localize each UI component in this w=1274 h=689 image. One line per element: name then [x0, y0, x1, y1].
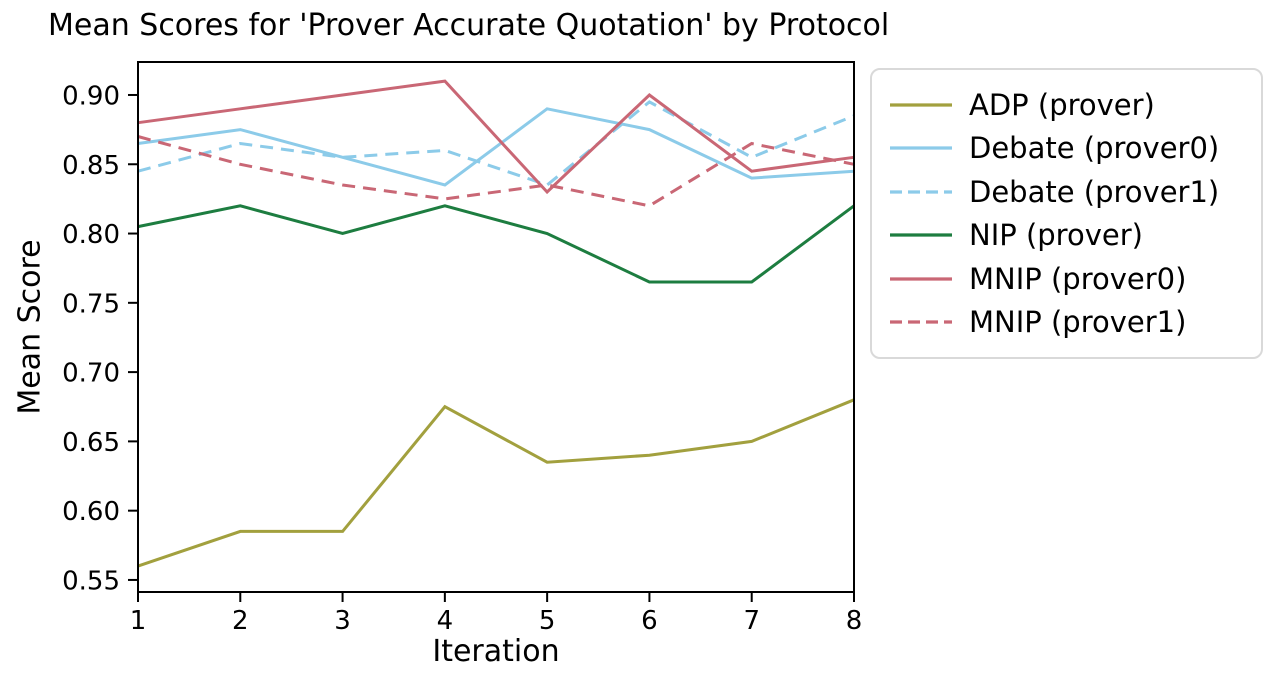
legend-swatch-line [890, 320, 952, 324]
legend-label: Debate (prover1) [969, 174, 1220, 209]
series-line-1 [137, 107, 855, 187]
y-tick-label: 0.75 [62, 289, 120, 319]
y-tick-label: 0.70 [62, 359, 120, 389]
axes-spines [137, 61, 855, 593]
legend-item: Debate (prover0) [890, 127, 1243, 171]
legend-swatch-line [890, 277, 952, 281]
series-line-3 [137, 204, 855, 284]
series-line-5 [137, 135, 855, 208]
legend-item: MNIP (prover0) [890, 257, 1243, 301]
legend-label: Debate (prover0) [969, 131, 1220, 166]
x-tick-label: 1 [130, 606, 147, 636]
y-tick-label: 0.80 [62, 220, 120, 250]
series-line-4 [137, 79, 855, 195]
legend-item: Debate (prover1) [890, 170, 1243, 214]
x-axis-label: Iteration [432, 634, 560, 669]
series-line-0 [137, 398, 855, 568]
x-tick-label: 6 [641, 606, 658, 636]
legend-label: MNIP (prover0) [969, 261, 1187, 296]
legend-item: ADP (prover) [890, 83, 1243, 127]
legend-label: MNIP (prover1) [969, 305, 1187, 340]
series-line-2 [137, 100, 855, 187]
legend-label: NIP (prover) [969, 218, 1143, 253]
legend-item: NIP (prover) [890, 214, 1243, 258]
y-axis-label: Mean Score [12, 239, 48, 415]
x-tick-label: 2 [232, 606, 249, 636]
legend-item: MNIP (prover1) [890, 301, 1243, 345]
y-tick-label: 0.55 [62, 566, 120, 596]
legend: ADP (prover) Debate (prover0) Debate (prov… [870, 68, 1263, 359]
chart-title: Mean Scores for 'Prover Accurate Quotati… [48, 8, 890, 43]
x-tick-label: 3 [334, 606, 351, 636]
legend-label: ADP (prover) [969, 87, 1155, 122]
x-tick-label: 7 [743, 606, 760, 636]
y-tick-label: 0.60 [62, 497, 120, 527]
legend-swatch-line [890, 146, 952, 150]
y-tick-label: 0.65 [62, 428, 120, 458]
legend-swatch-line [890, 190, 952, 194]
legend-swatch-line [890, 233, 952, 237]
y-tick-label: 0.90 [62, 81, 120, 111]
x-tick-label: 4 [437, 606, 454, 636]
x-tick-label: 5 [539, 606, 556, 636]
legend-swatch-line [890, 103, 952, 107]
y-tick-label: 0.85 [62, 151, 120, 181]
x-tick-label: 8 [846, 606, 863, 636]
